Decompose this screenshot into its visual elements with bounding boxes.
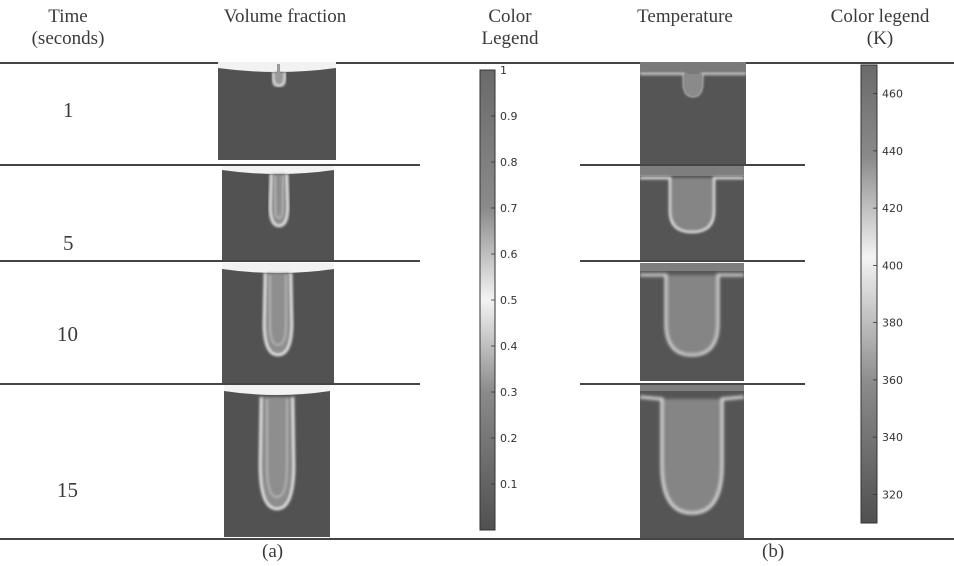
temp-panel-t10 — [640, 263, 744, 381]
row-label-1: 1 — [63, 98, 74, 122]
vf-panel-t15 — [224, 385, 330, 537]
row-label-15: 15 — [57, 478, 78, 502]
temp-color-legend: 460 440 420 400 380 360 340 320 — [860, 64, 903, 524]
temp-tick-label: 360 — [882, 374, 903, 387]
vf-panel-t10 — [222, 263, 334, 383]
vf-color-legend: 1 0.9 0.8 0.7 0.6 0.5 0.4 0.3 0.2 0.1 — [479, 66, 518, 531]
header-temp-legend-line2: (K) — [866, 28, 894, 49]
temp-tick-label: 320 — [882, 488, 903, 501]
vf-tick-label: 0.2 — [500, 432, 518, 445]
vf-tick-label: 0.8 — [500, 156, 518, 169]
temp-tick-label: 420 — [882, 202, 903, 215]
row-divider-3b — [580, 383, 805, 385]
header-color-legend-line1: Color — [488, 6, 532, 27]
row-divider-1a — [0, 164, 420, 166]
temp-tick-label: 440 — [882, 145, 903, 158]
row-divider-2a — [0, 260, 420, 262]
header-temp-legend: Color legend (K) — [810, 6, 950, 50]
header-color-legend: Color Legend — [460, 6, 560, 50]
vf-tick-label: 0.7 — [500, 202, 518, 215]
temp-tick-label: 400 — [882, 259, 903, 272]
header-time-line2: (seconds) — [31, 28, 105, 49]
row-label-10: 10 — [57, 322, 78, 346]
vf-tick-label: 0.1 — [500, 478, 518, 491]
vf-tick-label: 0.4 — [500, 340, 518, 353]
temp-tick-label: 460 — [882, 88, 903, 101]
temp-tick-label: 380 — [882, 317, 903, 330]
vf-tick-label: 0.6 — [500, 248, 518, 261]
vf-tick-label: 0.3 — [500, 386, 518, 399]
bottom-rule — [0, 538, 954, 540]
row-divider-3a — [0, 383, 420, 385]
top-rule — [0, 62, 954, 64]
vf-panel-t5 — [222, 166, 334, 260]
temp-panel-t5 — [640, 166, 744, 260]
row-label-5: 5 — [63, 231, 74, 255]
vf-tick-label: 1 — [500, 66, 507, 77]
header-color-legend-line2: Legend — [481, 28, 539, 49]
caption-b: (b) — [762, 541, 785, 562]
temp-tick-label: 340 — [882, 431, 903, 444]
header-volume-fraction: Volume fraction — [223, 6, 347, 27]
vf-tick-label: 0.5 — [500, 294, 518, 307]
vf-panel-t1 — [218, 62, 336, 160]
temp-panel-t15 — [640, 385, 744, 538]
row-divider-1b — [580, 164, 805, 166]
temp-panel-t1 — [640, 62, 746, 164]
temp-legend-bar — [860, 64, 878, 524]
header-time-line1: Time — [48, 6, 88, 27]
header-temperature: Temperature — [637, 6, 733, 27]
row-divider-2b — [580, 260, 805, 262]
vf-tick-label: 0.9 — [500, 110, 518, 123]
header-time: Time (seconds) — [18, 6, 118, 50]
caption-a: (a) — [262, 541, 284, 562]
header-temp-legend-line1: Color legend — [830, 6, 930, 27]
